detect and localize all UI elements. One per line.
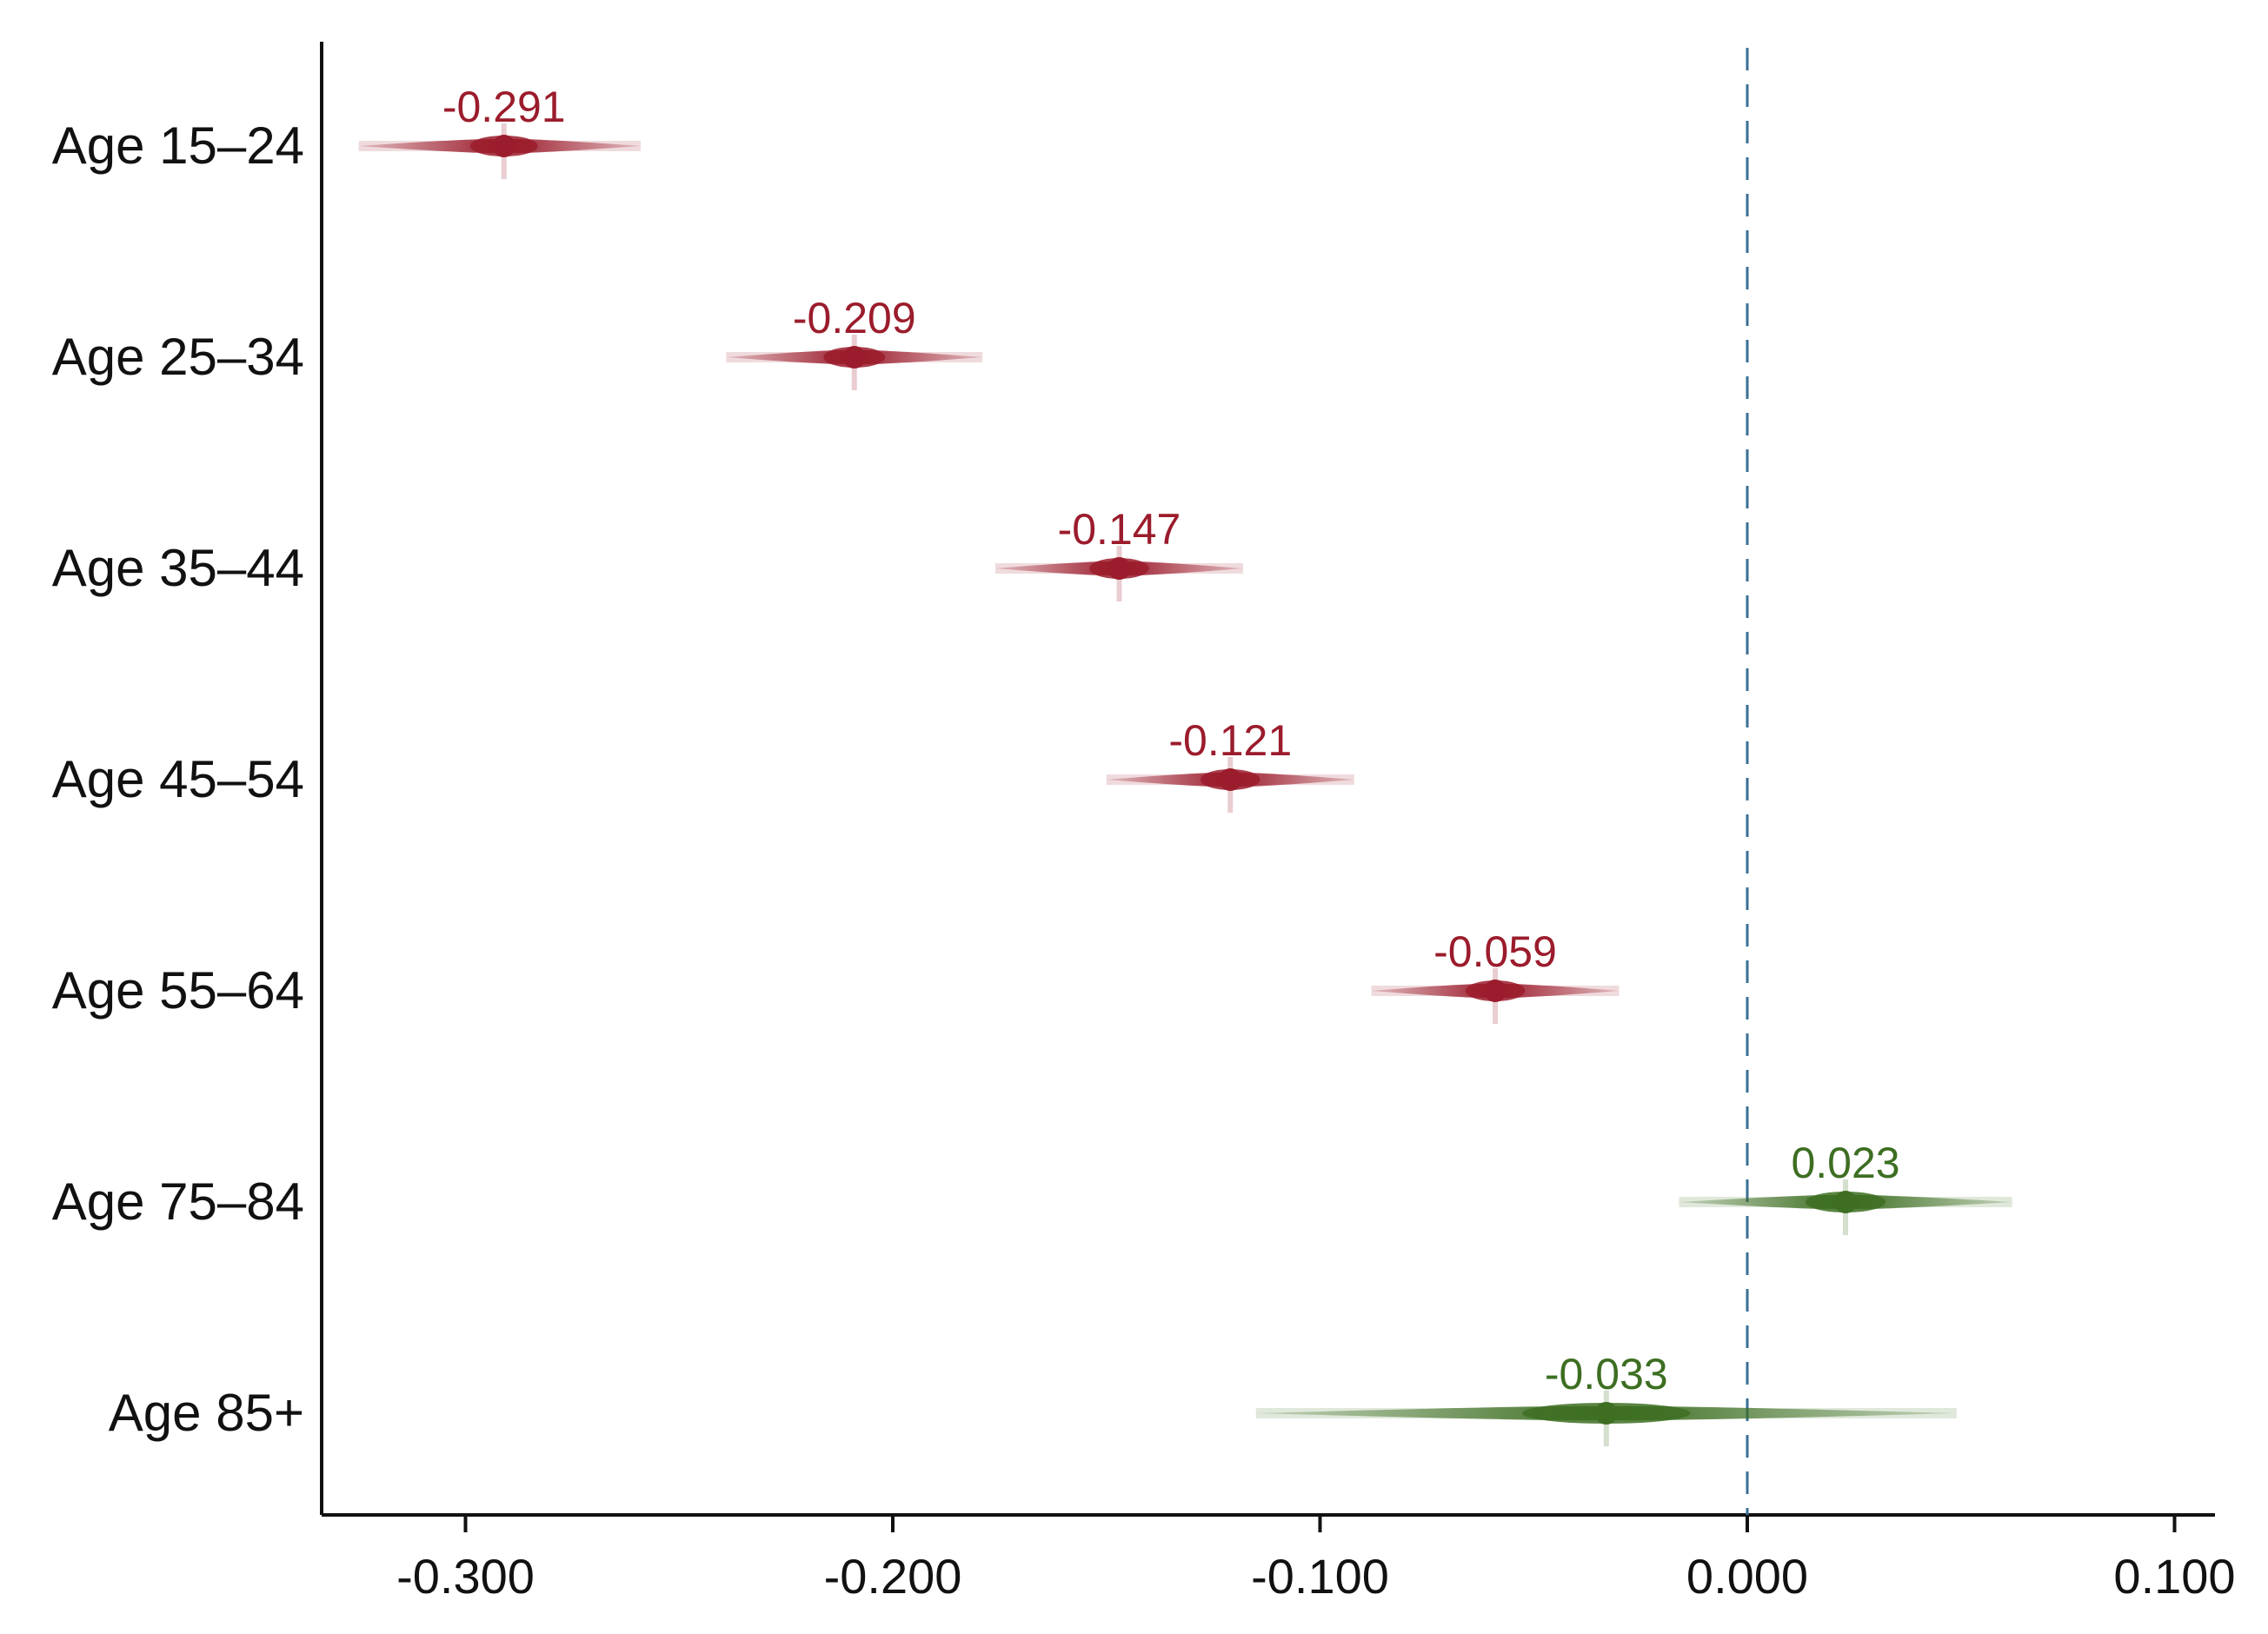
estimate-point bbox=[1484, 980, 1507, 1002]
category-label: Age 85+ bbox=[109, 1384, 304, 1442]
x-axis-ticks: -0.300 -0.200 -0.100 0.000 0.100 bbox=[396, 1515, 2236, 1604]
x-tick-label: -0.100 bbox=[1251, 1549, 1389, 1604]
estimate-group: -0.121 bbox=[1106, 716, 1354, 813]
x-tick-label: 0.100 bbox=[2113, 1549, 2235, 1604]
category-labels: Age 15–24 Age 25–34 Age 35–44 Age 45–54 Age … bbox=[52, 116, 304, 1442]
estimate-value-label: -0.121 bbox=[1168, 716, 1292, 765]
estimate-group: -0.147 bbox=[994, 505, 1244, 601]
category-label: Age 55–64 bbox=[52, 961, 304, 1020]
estimate-group: -0.209 bbox=[726, 294, 983, 390]
estimate-value-label: 0.023 bbox=[1791, 1139, 1899, 1187]
x-tick-label: 0.000 bbox=[1686, 1549, 1808, 1604]
category-label: Age 45–54 bbox=[52, 750, 304, 808]
estimate-group: -0.033 bbox=[1255, 1350, 1957, 1446]
estimate-marks: -0.291 -0.209 -0.147 -0.121 -0.059 0.023 -0.03… bbox=[358, 83, 2012, 1446]
estimate-point bbox=[1834, 1191, 1858, 1213]
category-label: Age 25–34 bbox=[52, 328, 304, 386]
estimate-value-label: -0.291 bbox=[442, 83, 566, 131]
estimate-value-label: -0.033 bbox=[1545, 1350, 1668, 1398]
category-label: Age 75–84 bbox=[52, 1172, 304, 1231]
estimate-point bbox=[1594, 1402, 1618, 1425]
estimate-point bbox=[492, 135, 515, 157]
category-label: Age 15–24 bbox=[52, 116, 304, 175]
estimate-value-label: -0.147 bbox=[1058, 505, 1181, 554]
estimate-point bbox=[1219, 768, 1242, 791]
estimate-value-label: -0.059 bbox=[1433, 927, 1557, 976]
estimate-point bbox=[1107, 557, 1131, 580]
category-label: Age 35–44 bbox=[52, 539, 304, 597]
estimate-group: -0.291 bbox=[358, 83, 642, 179]
estimate-group: -0.059 bbox=[1371, 927, 1620, 1024]
estimate-point bbox=[842, 346, 866, 369]
estimate-group: 0.023 bbox=[1679, 1139, 2012, 1235]
estimate-value-label: -0.209 bbox=[793, 294, 916, 342]
x-tick-label: -0.200 bbox=[824, 1549, 962, 1604]
x-tick-label: -0.300 bbox=[396, 1549, 535, 1604]
